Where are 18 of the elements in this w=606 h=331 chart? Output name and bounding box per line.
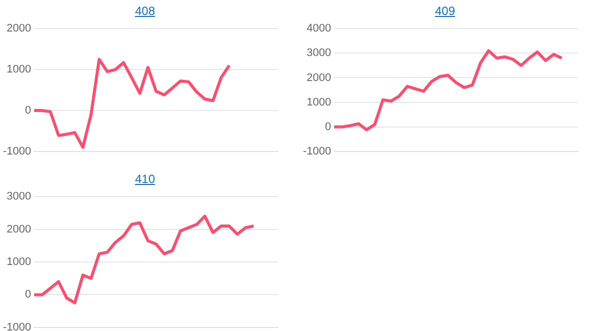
y-tick-label: 3000: [6, 190, 32, 203]
y-tick-label: -1000: [302, 145, 332, 158]
chart-title: 410: [134, 171, 156, 187]
y-tick-label: 0: [325, 120, 332, 133]
y-tick-label: 0: [25, 288, 32, 301]
y-tick-label: 2000: [306, 72, 332, 84]
y-tick-label: 1000: [6, 64, 32, 76]
y-tick-label: 1000: [306, 96, 332, 108]
y-tick-label: 1000: [6, 256, 32, 268]
chart-title: 409: [434, 3, 456, 19]
y-tick-label: 3000: [306, 47, 332, 60]
y-tick-label: 0: [25, 104, 32, 116]
chart-title: 408: [134, 3, 156, 19]
y-tick-label: -1000: [2, 321, 32, 331]
y-tick-label: 4000: [306, 22, 332, 35]
y-tick-label: -1000: [2, 145, 32, 158]
y-tick-label: 2000: [6, 22, 32, 35]
y-tick-label: 2000: [6, 223, 32, 236]
